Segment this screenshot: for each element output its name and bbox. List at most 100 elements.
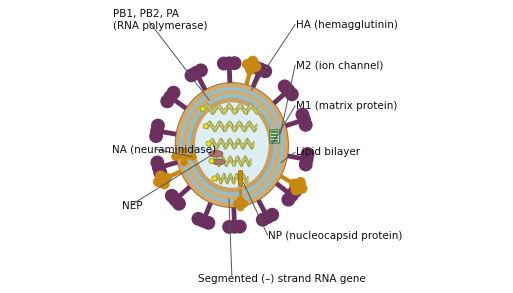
Polygon shape (285, 119, 299, 128)
FancyBboxPatch shape (270, 130, 280, 143)
Ellipse shape (213, 159, 225, 165)
Text: NA (neuraminidase): NA (neuraminidase) (112, 144, 216, 154)
FancyBboxPatch shape (271, 134, 279, 136)
Circle shape (278, 79, 292, 93)
Circle shape (153, 166, 167, 180)
Polygon shape (203, 202, 213, 216)
Circle shape (295, 177, 306, 188)
Circle shape (282, 193, 295, 207)
Circle shape (240, 200, 248, 208)
Ellipse shape (195, 102, 269, 188)
Circle shape (297, 183, 307, 194)
Circle shape (222, 220, 236, 234)
Polygon shape (275, 182, 288, 194)
Circle shape (256, 213, 270, 227)
Circle shape (251, 61, 262, 72)
Circle shape (300, 152, 313, 166)
Circle shape (153, 176, 164, 187)
Circle shape (159, 179, 170, 189)
Circle shape (202, 216, 215, 230)
Circle shape (236, 203, 245, 211)
Circle shape (171, 153, 180, 161)
Ellipse shape (175, 83, 288, 207)
Circle shape (165, 189, 179, 203)
Circle shape (290, 185, 301, 195)
Text: M1 (matrix protein): M1 (matrix protein) (295, 101, 397, 111)
Circle shape (191, 212, 205, 226)
Circle shape (248, 60, 262, 74)
Circle shape (253, 62, 267, 76)
Circle shape (247, 56, 258, 67)
Circle shape (161, 173, 172, 183)
Circle shape (242, 59, 252, 70)
Polygon shape (197, 77, 207, 91)
Circle shape (236, 196, 245, 205)
Circle shape (149, 129, 163, 143)
FancyBboxPatch shape (239, 171, 243, 186)
Circle shape (209, 159, 214, 163)
Circle shape (164, 90, 177, 104)
Ellipse shape (180, 87, 284, 203)
Circle shape (180, 159, 188, 166)
Circle shape (200, 106, 205, 111)
Circle shape (233, 220, 247, 234)
Circle shape (155, 171, 166, 181)
Text: NP (nucleocapsid protein): NP (nucleocapsid protein) (268, 231, 403, 241)
Ellipse shape (187, 94, 277, 196)
Circle shape (185, 69, 199, 82)
Circle shape (228, 56, 242, 70)
Circle shape (150, 156, 164, 169)
Circle shape (299, 158, 312, 171)
Polygon shape (164, 160, 178, 168)
FancyBboxPatch shape (174, 154, 193, 159)
Text: Lipid bilayer: Lipid bilayer (295, 147, 360, 157)
Circle shape (222, 56, 236, 70)
Circle shape (265, 208, 279, 222)
Circle shape (180, 147, 188, 155)
Circle shape (160, 94, 174, 108)
Ellipse shape (183, 91, 281, 200)
Circle shape (189, 66, 203, 80)
Text: NEP: NEP (123, 201, 143, 211)
Circle shape (297, 113, 311, 127)
Polygon shape (239, 189, 242, 199)
Polygon shape (227, 69, 232, 83)
Circle shape (301, 147, 314, 161)
Text: Segmented (–) strand RNA gene: Segmented (–) strand RNA gene (199, 275, 366, 285)
Text: PB1, PB2, PA: PB1, PB2, PA (113, 9, 179, 19)
Circle shape (212, 176, 217, 181)
Circle shape (299, 118, 312, 132)
FancyBboxPatch shape (271, 137, 279, 139)
Circle shape (189, 153, 196, 161)
Circle shape (206, 141, 211, 146)
Circle shape (203, 124, 208, 129)
Circle shape (285, 87, 299, 101)
Circle shape (285, 188, 299, 202)
Circle shape (168, 193, 182, 207)
Text: HA (hemagglutinin): HA (hemagglutinin) (295, 20, 398, 30)
Circle shape (245, 64, 256, 75)
Circle shape (152, 161, 166, 175)
Polygon shape (280, 174, 293, 185)
Text: M2 (ion channel): M2 (ion channel) (295, 60, 383, 70)
Polygon shape (287, 154, 301, 161)
Circle shape (233, 200, 241, 208)
Circle shape (151, 119, 165, 132)
Circle shape (295, 108, 309, 122)
Ellipse shape (209, 151, 223, 157)
Circle shape (281, 84, 295, 97)
FancyBboxPatch shape (271, 131, 279, 133)
Circle shape (258, 64, 272, 78)
Circle shape (167, 86, 181, 100)
Circle shape (172, 197, 186, 211)
Circle shape (194, 63, 208, 77)
Polygon shape (163, 130, 176, 137)
Polygon shape (168, 169, 182, 179)
FancyBboxPatch shape (271, 140, 279, 142)
Circle shape (150, 124, 164, 138)
Polygon shape (272, 93, 285, 105)
Text: (RNA polymerase): (RNA polymerase) (113, 21, 207, 31)
Polygon shape (251, 74, 260, 88)
Polygon shape (178, 185, 191, 197)
Polygon shape (174, 98, 187, 110)
